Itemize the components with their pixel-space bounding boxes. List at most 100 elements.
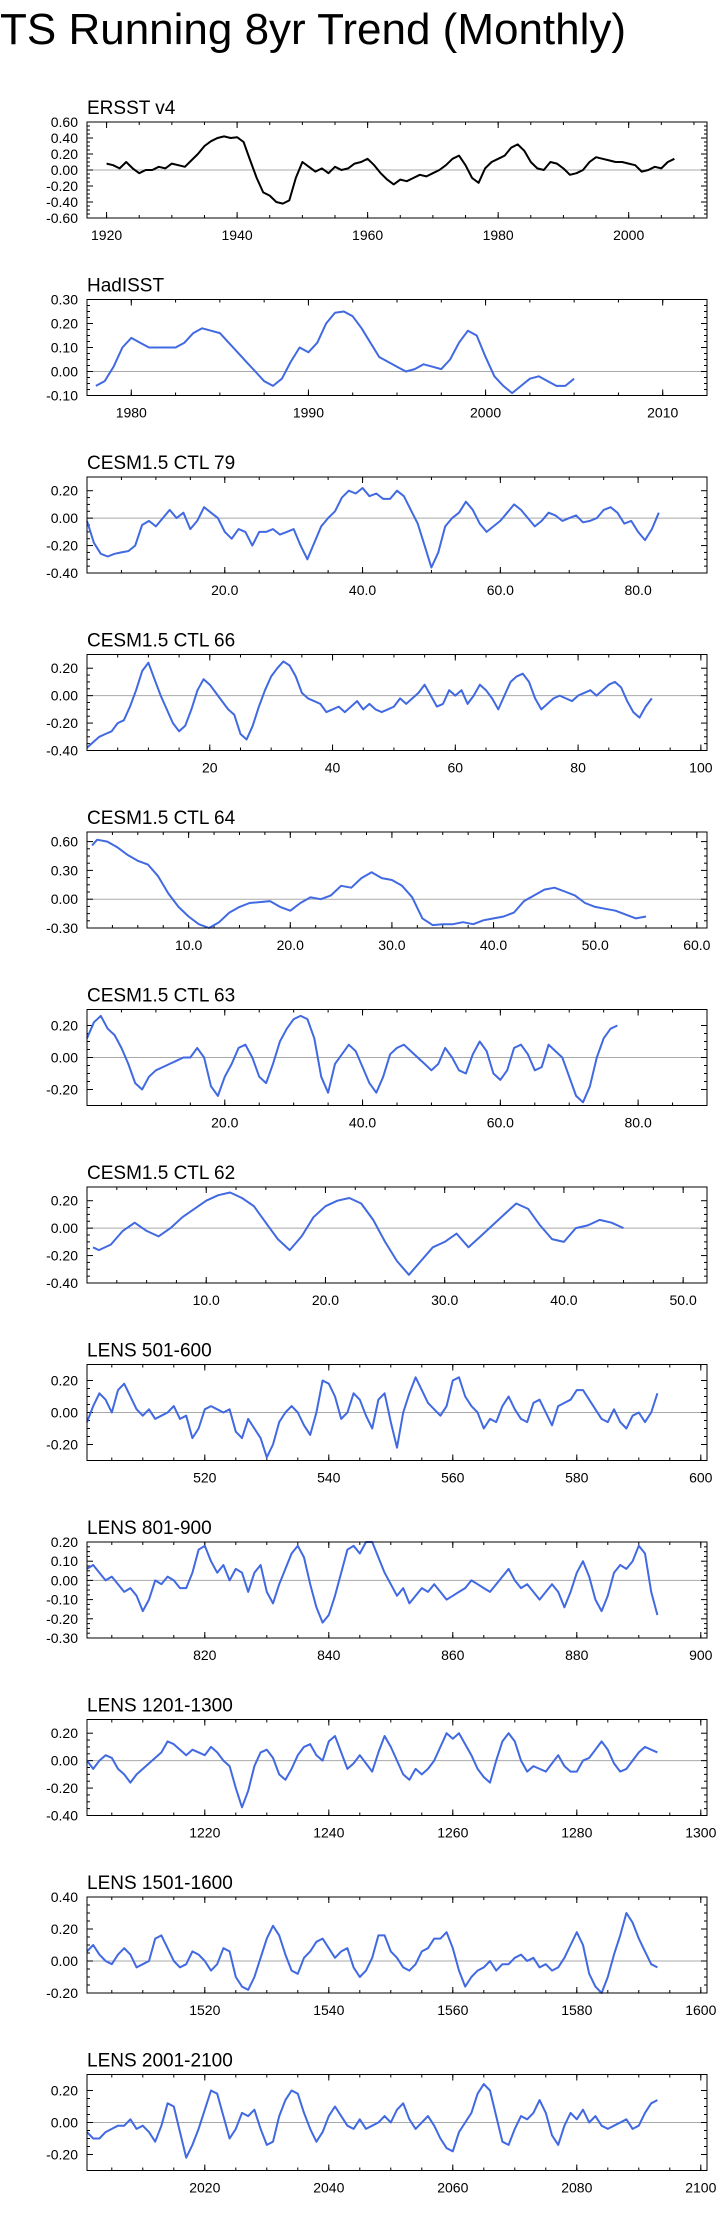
y-tick-label: 0.00 — [51, 1953, 78, 1969]
y-tick-label: -0.10 — [46, 1592, 78, 1608]
x-tick-label: 1960 — [352, 227, 383, 243]
series-line — [86, 660, 653, 749]
plot-frame — [86, 1186, 708, 1284]
panel-title: CESM1.5 CTL 63 — [87, 986, 235, 1007]
x-tick-label: 900 — [689, 1647, 713, 1663]
panel-title: CESM1.5 CTL 79 — [87, 453, 235, 474]
panel-title: CESM1.5 CTL 62 — [87, 1163, 235, 1184]
panel-title: ERSST v4 — [87, 98, 176, 119]
x-tick-label: 20.0 — [312, 1292, 339, 1308]
y-tick-label: -0.20 — [46, 2147, 78, 2163]
y-tick-label: 0.00 — [51, 162, 78, 178]
y-tick-label: -0.40 — [46, 565, 78, 581]
x-tick-label: 60.0 — [487, 582, 514, 598]
y-tick-label: -0.20 — [46, 1985, 78, 2001]
x-tick-label: 1940 — [222, 227, 253, 243]
plot-frame — [86, 1364, 708, 1461]
x-tick-label: 20 — [202, 760, 218, 776]
y-tick-label: -0.20 — [46, 1611, 78, 1627]
y-tick-label: -0.20 — [46, 1780, 78, 1796]
y-tick-label: 0.00 — [51, 2115, 78, 2131]
x-tick-label: 100 — [689, 760, 713, 776]
chart-panel-1: HadISST -0.10 0.00 0.10 0.20 0.30 1980 1990 2000… — [46, 276, 708, 421]
panel-title: LENS 1501-1600 — [87, 1873, 233, 1894]
chart-panel-3: CESM1.5 CTL 66 -0.40 -0.20 0.00 0.20 20 40 60 80… — [46, 631, 713, 776]
series-line — [86, 2083, 658, 2159]
x-tick-label: 840 — [317, 1647, 341, 1663]
x-tick-label: 1300 — [685, 1825, 716, 1841]
panel-title: LENS 2001-2100 — [87, 2051, 233, 2072]
chart-panel-0: ERSST v4 -0.60-0.40-0.200.000.200.400.60 1… — [46, 98, 708, 243]
series-line — [106, 135, 675, 205]
x-tick-label: 1560 — [437, 2002, 468, 2018]
x-tick-label: 40 — [325, 760, 341, 776]
x-tick-label: 1520 — [189, 2002, 220, 2018]
y-tick-label: 0.20 — [51, 1193, 78, 1209]
series-line — [86, 1541, 659, 1624]
x-tick-label: 50.0 — [582, 937, 609, 953]
y-tick-label: -0.40 — [46, 194, 78, 210]
plot-frame — [86, 1896, 708, 1994]
x-tick-label: 600 — [689, 1470, 713, 1486]
x-tick-label: 30.0 — [378, 937, 405, 953]
x-tick-label: 1240 — [313, 1825, 344, 1841]
y-tick-label: 0.00 — [51, 364, 78, 380]
x-tick-label: 1280 — [561, 1825, 592, 1841]
x-tick-label: 80.0 — [624, 582, 651, 598]
x-tick-label: 1990 — [293, 405, 324, 421]
panel-title: HadISST — [87, 276, 164, 297]
y-tick-label: -0.20 — [46, 1248, 78, 1264]
x-tick-label: 1980 — [483, 227, 514, 243]
plot-frame — [86, 1719, 708, 1816]
y-tick-label: -0.20 — [46, 1082, 78, 1098]
series-line — [86, 487, 660, 569]
y-tick-label: -0.20 — [46, 538, 78, 554]
plot-frame — [86, 299, 708, 396]
x-tick-label: 2000 — [470, 405, 501, 421]
x-tick-label: 860 — [441, 1647, 465, 1663]
x-tick-label: 2020 — [189, 2180, 220, 2196]
y-tick-label: 0.60 — [51, 834, 78, 850]
y-tick-label: 0.40 — [51, 130, 78, 146]
x-tick-label: 2000 — [613, 227, 644, 243]
plot-frame — [86, 121, 708, 219]
y-tick-label: 0.60 — [51, 114, 78, 130]
chart-panel-4: CESM1.5 CTL 64 -0.30 0.00 0.30 0.60 10.0 20.0 3… — [46, 808, 711, 953]
series-line — [92, 1191, 624, 1276]
series-line — [86, 1014, 618, 1104]
series-line — [86, 1376, 659, 1459]
chart-panel-9: LENS 1201-1300 -0.40 -0.20 0.00 0.20 1220 1240… — [46, 1696, 717, 1841]
panel-title: LENS 801-900 — [87, 1518, 212, 1539]
y-tick-label: -0.20 — [46, 1437, 78, 1453]
chart-panel-7: LENS 501-600 -0.20 0.00 0.20 520 540 560 580 600 — [46, 1341, 713, 1486]
y-tick-label: 0.00 — [51, 1405, 78, 1421]
series-line — [86, 1912, 658, 1994]
page-title: TS Running 8yr Trend (Monthly) — [0, 5, 627, 54]
plot-frame — [86, 2074, 708, 2171]
y-tick-label: 0.20 — [51, 316, 78, 332]
y-tick-label: 0.20 — [51, 1921, 78, 1937]
x-tick-label: 560 — [441, 1470, 465, 1486]
x-tick-label: 80 — [570, 760, 586, 776]
x-tick-label: 2100 — [685, 2180, 716, 2196]
plot-frame — [86, 476, 708, 574]
y-tick-label: -0.40 — [46, 1275, 78, 1291]
y-tick-label: 0.40 — [51, 1889, 78, 1905]
x-tick-label: 10.0 — [175, 937, 202, 953]
panel-title: CESM1.5 CTL 64 — [87, 808, 236, 829]
x-tick-label: 2010 — [647, 405, 678, 421]
x-tick-label: 60.0 — [487, 1115, 514, 1131]
x-tick-label: 20.0 — [211, 582, 238, 598]
chart-panel-10: LENS 1501-1600 -0.20 0.00 0.20 0.40 1520 1540 1… — [46, 1873, 717, 2018]
y-tick-label: 0.30 — [51, 862, 78, 878]
x-tick-label: 80.0 — [624, 1115, 651, 1131]
y-tick-label: 0.00 — [51, 1220, 78, 1236]
x-tick-label: 30.0 — [431, 1292, 458, 1308]
x-tick-label: 580 — [565, 1470, 589, 1486]
y-tick-label: 0.20 — [51, 660, 78, 676]
x-tick-label: 1600 — [685, 2002, 716, 2018]
y-tick-label: -0.30 — [46, 1630, 78, 1646]
y-tick-label: 0.20 — [51, 146, 78, 162]
x-tick-label: 10.0 — [193, 1292, 220, 1308]
x-tick-label: 820 — [193, 1647, 217, 1663]
